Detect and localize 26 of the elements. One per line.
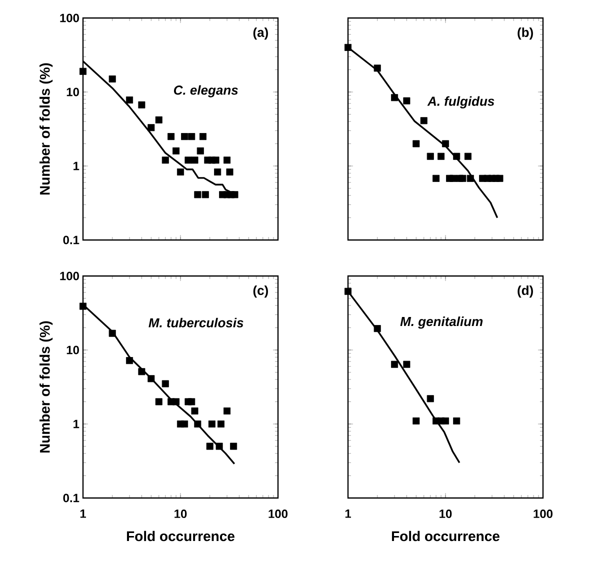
y-tick-label: 0.1 <box>63 236 80 244</box>
y-tick-label: 1 <box>74 162 80 170</box>
annotation: M. genitalium <box>400 316 483 329</box>
annotation: M. tuberculosis <box>148 318 244 328</box>
y-tick-label: 10 <box>66 346 79 354</box>
x-tick-label: 1 <box>345 510 352 518</box>
annotation: (b) <box>518 27 533 40</box>
x-tick-label: 10 <box>440 510 452 518</box>
annotation: C. elegans <box>174 85 238 98</box>
y-tick-label: 1 <box>74 420 80 428</box>
x-axis-title: Fold occurrence <box>126 530 234 542</box>
y-tick-label: 0.1 <box>63 494 80 502</box>
y-tick-label: 100 <box>60 14 79 22</box>
x-tick-label: 1 <box>80 510 86 518</box>
x-tick-label: 100 <box>534 510 553 518</box>
y-axis-title: Number of folds (%) <box>40 63 53 195</box>
y-axis-title: Number of folds (%) <box>40 321 53 453</box>
x-tick-label: 10 <box>174 510 187 518</box>
x-axis-title: Fold occurrence <box>392 530 500 542</box>
y-tick-label: 10 <box>66 88 79 96</box>
y-tick-label: 100 <box>60 272 79 280</box>
annotation: (c) <box>253 285 268 298</box>
annotation: (a) <box>253 27 268 40</box>
annotation: A. fulgidus <box>427 96 494 108</box>
x-tick-label: 100 <box>268 510 288 518</box>
annotation: (d) <box>518 285 533 298</box>
